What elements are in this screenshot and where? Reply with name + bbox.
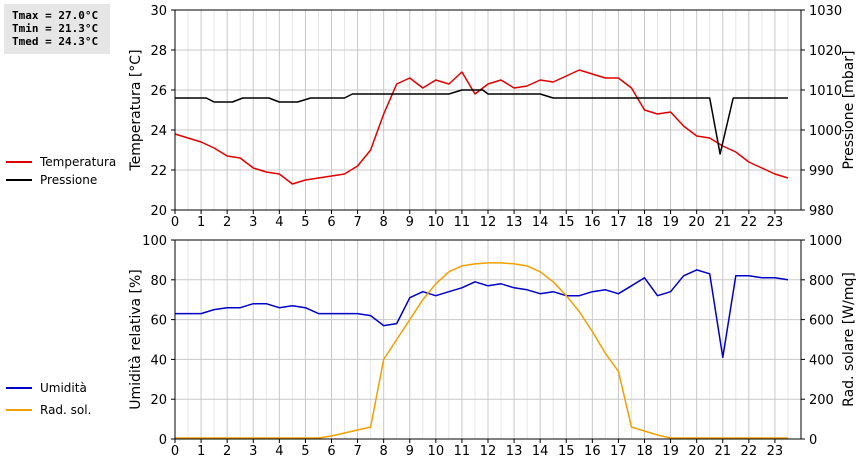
x-tick-label: 10 [428,215,445,230]
x-tick-label: 9 [406,215,414,230]
y-left-tick-label: 60 [150,314,167,329]
y-left-tick-label: 0 [159,433,167,448]
x-tick-label: 4 [275,444,283,459]
y-left-tick-label: 80 [150,274,167,289]
y-left-tick-label: 100 [142,234,167,249]
x-tick-label: 10 [428,444,445,459]
y-right-axis-label: Pressione [mbar] [841,50,857,169]
y-right-tick-label: 980 [809,204,834,219]
x-tick-label: 1 [197,215,205,230]
x-tick-label: 23 [767,215,784,230]
x-tick-label: 3 [249,215,257,230]
y-left-tick-label: 22 [150,164,167,179]
tmin-label: Tmin = 21.3°C [12,22,99,35]
x-tick-label: 23 [767,444,784,459]
y-right-tick-label: 800 [809,274,834,289]
y-left-tick-label: 24 [150,124,167,139]
y-right-tick-label: 1030 [809,4,842,19]
x-tick-label: 7 [353,215,361,230]
x-tick-label: 17 [610,215,627,230]
x-tick-label: 12 [480,444,497,459]
series-line-rad-sol [175,262,788,439]
y-left-tick-label: 26 [150,84,167,99]
x-tick-label: 13 [506,215,523,230]
tmax-label: Tmax = 27.0°C [12,9,99,22]
legend-label: Temperatura [39,155,116,169]
legend-label: Pressione [40,173,97,187]
x-tick-label: 19 [662,215,679,230]
y-left-tick-label: 20 [150,393,167,408]
y-right-tick-label: 200 [809,393,834,408]
x-tick-label: 1 [197,444,205,459]
x-tick-label: 5 [301,215,309,230]
y-left-axis-label: Umidità relativa [%] [128,269,144,410]
x-tick-label: 22 [741,215,758,230]
x-tick-label: 11 [454,444,471,459]
x-tick-label: 22 [741,444,758,459]
x-tick-label: 13 [506,444,523,459]
series-line-umidit [175,269,789,359]
x-tick-label: 6 [327,215,335,230]
stats-box: Tmax = 27.0°C Tmin = 21.3°C Tmed = 24.3°… [4,4,110,54]
x-tick-label: 14 [532,215,549,230]
y-right-tick-label: 0 [809,433,817,448]
tmed-label: Tmed = 24.3°C [12,35,99,48]
x-tick-label: 16 [584,215,601,230]
x-tick-label: 21 [714,444,731,459]
y-left-axis-label: Temperatura [°C] [128,49,144,171]
x-tick-label: 6 [327,444,335,459]
x-tick-label: 20 [688,215,705,230]
y-right-tick-label: 1000 [809,124,842,139]
x-tick-label: 2 [223,215,231,230]
y-right-tick-label: 400 [809,353,834,368]
x-tick-label: 18 [636,215,653,230]
y-right-tick-label: 1000 [809,234,842,249]
y-left-tick-label: 30 [150,4,167,19]
x-tick-label: 15 [558,444,575,459]
x-tick-label: 17 [610,444,627,459]
x-tick-label: 4 [275,215,283,230]
y-right-tick-label: 1020 [809,44,842,59]
x-tick-label: 0 [171,444,179,459]
x-tick-label: 9 [406,444,414,459]
x-tick-label: 18 [636,444,653,459]
y-left-tick-label: 28 [150,44,167,59]
y-right-tick-label: 600 [809,314,834,329]
x-tick-label: 8 [380,215,388,230]
y-left-tick-label: 40 [150,353,167,368]
y-right-tick-label: 990 [809,164,834,179]
x-tick-label: 16 [584,444,601,459]
x-tick-label: 11 [454,215,471,230]
legend-label: Rad. sol. [40,403,91,417]
x-tick-label: 5 [301,444,309,459]
x-tick-label: 21 [714,215,731,230]
series-line-temperatura [174,69,789,185]
series-line-pressione [175,89,788,155]
x-tick-label: 8 [380,444,388,459]
x-tick-label: 12 [480,215,497,230]
x-tick-label: 7 [353,444,361,459]
x-tick-label: 3 [249,444,257,459]
y-right-axis-label: Rad. solare [W/mq] [841,272,857,407]
legend-label: Umidità [40,381,87,395]
y-left-tick-label: 20 [150,204,167,219]
x-tick-label: 0 [171,215,179,230]
x-tick-label: 14 [532,444,549,459]
x-tick-label: 2 [223,444,231,459]
y-right-tick-label: 1010 [809,84,842,99]
x-tick-label: 20 [688,444,705,459]
x-tick-label: 19 [662,444,679,459]
x-tick-label: 15 [558,215,575,230]
